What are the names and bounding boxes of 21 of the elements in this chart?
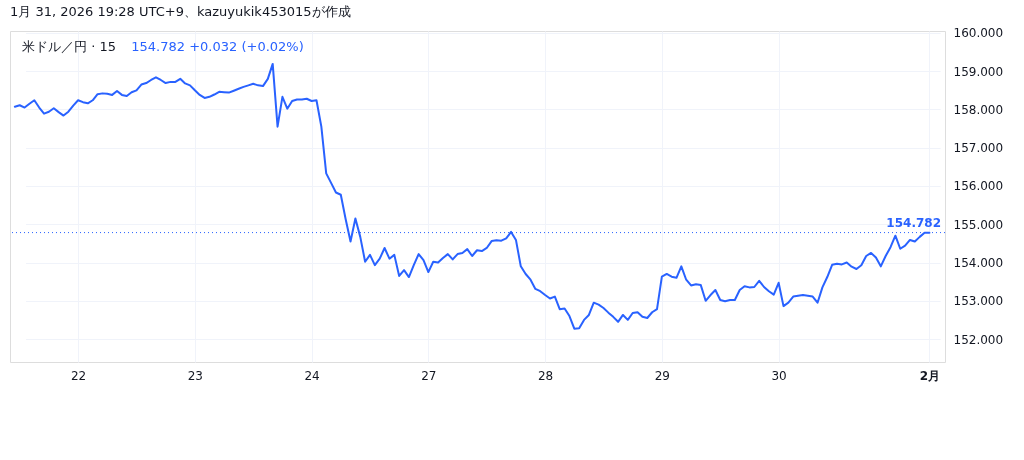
- y-tick-label: 160.000: [953, 26, 1004, 41]
- annotation: 米ドル／円 · 15: [22, 39, 116, 54]
- x-tick-label: 27: [421, 368, 437, 383]
- x-tick-label: 30: [771, 368, 787, 383]
- x-tick-label: 29: [654, 368, 671, 383]
- y-tick-label: 159.000: [953, 64, 1004, 79]
- y-tick-label: 155.000: [953, 217, 1004, 232]
- y-tick-label: 156.000: [953, 179, 1004, 194]
- y-tick-label: 154.000: [953, 256, 1004, 271]
- y-tick-label: 157.000: [953, 141, 1004, 156]
- ref-line-label: 154.782: [886, 215, 941, 230]
- x-tick-label: 2月: [919, 368, 941, 383]
- chart-title: 1月 31, 2026 19:28 UTC+9、kazuyukik453015が作成: [10, 3, 351, 19]
- x-tick-label: 23: [187, 368, 203, 383]
- y-tick-label: 153.000: [953, 294, 1004, 309]
- x-tick-label: 28: [537, 368, 554, 383]
- annotation: 154.782 +0.032 (+0.02%): [131, 39, 304, 54]
- y-tick-label: 152.000: [953, 332, 1004, 347]
- y-tick-label: 158.000: [953, 102, 1004, 117]
- x-tick-label: 24: [304, 368, 320, 383]
- x-tick-label: 22: [70, 368, 87, 383]
